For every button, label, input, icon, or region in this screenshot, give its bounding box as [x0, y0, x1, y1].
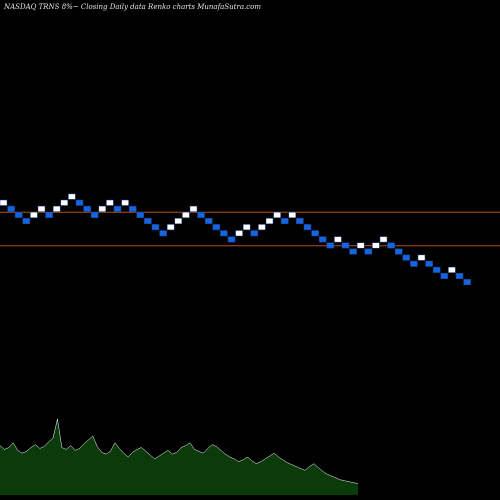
renko-brick-down: [425, 260, 433, 267]
renko-brick-up: [68, 193, 76, 200]
renko-brick-down: [432, 266, 441, 273]
renko-brick-down: [250, 230, 259, 237]
volume-area: [0, 419, 358, 495]
renko-brick-up: [242, 224, 251, 231]
renko-brick-down: [364, 248, 373, 255]
chart-title: NASDAQ TRNS 8%~ Closing Daily data Renko…: [4, 3, 261, 11]
renko-brick-down: [83, 205, 91, 212]
renko-brick-down: [440, 272, 449, 279]
renko-brick-up: [52, 205, 61, 212]
renko-brick-down: [128, 205, 137, 212]
renko-brick-down: [136, 211, 145, 218]
renko-brick-down: [7, 205, 15, 212]
renko-brick-down: [75, 199, 84, 206]
renko-brick-up: [30, 211, 38, 218]
renko-brick-up: [258, 224, 266, 231]
renko-brick-down: [410, 260, 418, 267]
renko-brick-up: [372, 242, 380, 249]
renko-brick-down: [455, 272, 464, 279]
renko-brick-down: [296, 218, 304, 225]
renko-brick-up: [334, 236, 342, 243]
renko-brick-up: [235, 230, 243, 237]
renko-brick-up: [379, 236, 388, 243]
renko-brick-down: [349, 248, 357, 255]
renko-brick-up: [37, 205, 46, 212]
renko-brick-down: [387, 242, 395, 249]
renko-brick-down: [151, 224, 160, 231]
renko-brick-up: [448, 266, 456, 273]
renko-brick-up: [174, 218, 183, 225]
renko-brick-down: [303, 224, 312, 231]
renko-brick-up: [288, 211, 297, 218]
renko-brick-down: [220, 230, 228, 237]
renko-brick-down: [197, 211, 205, 218]
renko-brick-up: [417, 254, 426, 261]
renko-brick-down: [14, 211, 23, 218]
renko-brick-down: [90, 211, 99, 218]
renko-brick-up: [265, 218, 274, 225]
renko-brick-up: [60, 199, 69, 206]
renko-brick-up: [273, 211, 281, 218]
renko-brick-down: [402, 254, 411, 261]
renko-brick-up: [356, 242, 365, 249]
renko-brick-down: [212, 224, 221, 231]
renko-brick-up: [0, 199, 8, 206]
renko-brick-down: [280, 218, 289, 225]
renko-brick-down: [159, 230, 167, 237]
renko-brick-down: [144, 218, 152, 225]
renko-brick-up: [189, 205, 198, 212]
renko-brick-down: [227, 236, 236, 243]
renko-brick-down: [45, 211, 53, 218]
renko-brick-down: [326, 242, 335, 249]
renko-brick-up: [182, 211, 190, 218]
renko-brick-up: [98, 205, 107, 212]
renko-brick-up: [166, 224, 175, 231]
renko-brick-down: [341, 242, 350, 249]
renko-brick-down: [463, 279, 471, 286]
renko-brick-down: [311, 230, 319, 237]
renko-brick-down: [204, 218, 213, 225]
renko-brick-up: [121, 199, 129, 206]
renko-brick-down: [318, 236, 327, 243]
volume-line: [0, 418, 359, 484]
renko-brick-down: [113, 205, 122, 212]
renko-brick-down: [22, 218, 31, 225]
renko-brick-up: [106, 199, 114, 206]
renko-brick-down: [394, 248, 403, 255]
